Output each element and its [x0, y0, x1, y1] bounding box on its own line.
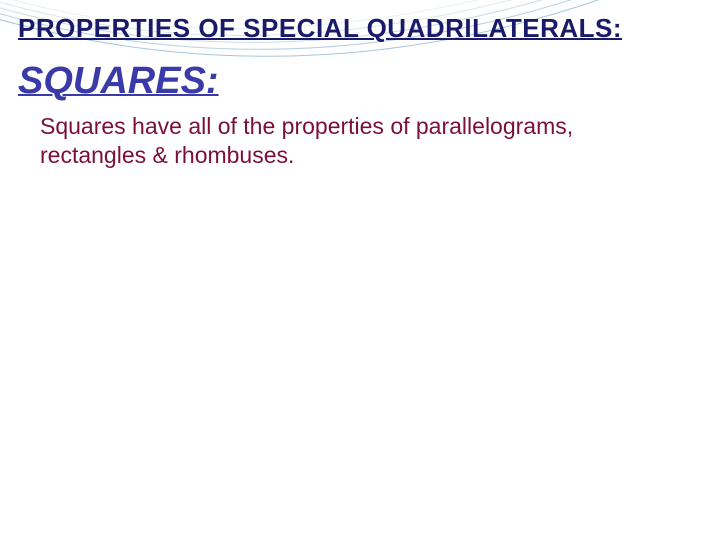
slide-title: PROPERTIES OF SPECIAL QUADRILATERALS:	[18, 14, 696, 43]
slide-body-text: Squares have all of the properties of pa…	[18, 112, 578, 170]
slide-subtitle: SQUARES:	[18, 61, 696, 103]
slide-content: PROPERTIES OF SPECIAL QUADRILATERALS: SQ…	[0, 0, 720, 540]
